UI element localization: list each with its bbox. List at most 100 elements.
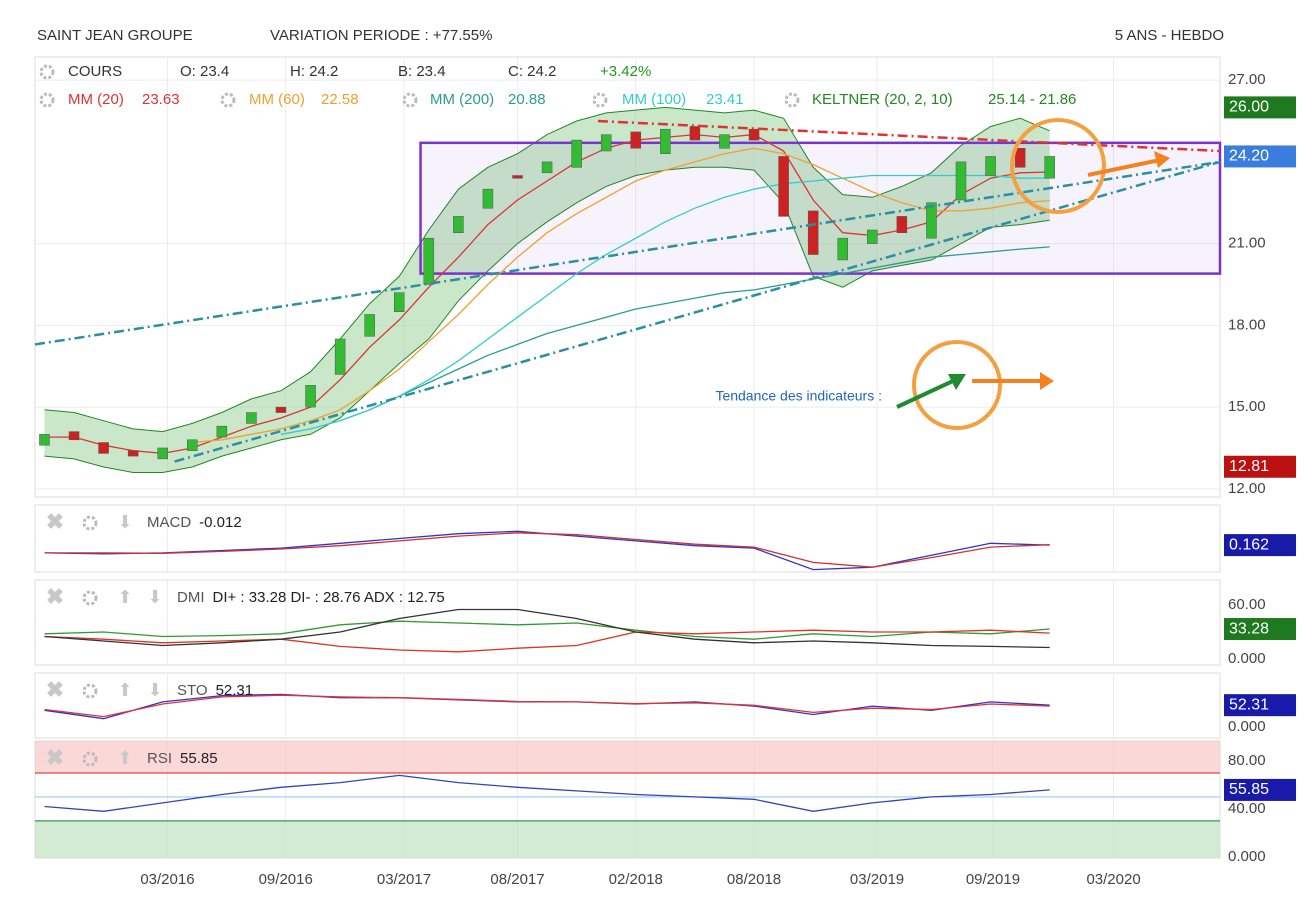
- keltner-lower: [44, 166, 1050, 473]
- legend-value: 23.41: [706, 91, 744, 108]
- y-tick-label: 0.000: [1228, 718, 1266, 735]
- x-tick-label: 03/2019: [850, 871, 904, 888]
- candle: [423, 237, 435, 285]
- y-tick-label: 80.00: [1228, 752, 1266, 769]
- close-icon: ✖: [46, 584, 64, 609]
- candle: [364, 314, 375, 337]
- y-tick-label: 60.00: [1228, 596, 1266, 613]
- candle: [955, 161, 967, 201]
- panel-frame: [34, 672, 1221, 739]
- legend-name: MM (20): [68, 91, 124, 108]
- close-icon: ✖: [46, 677, 64, 702]
- candle: [1014, 148, 1026, 168]
- candle: [127, 450, 139, 457]
- arrow-head: [1154, 151, 1170, 168]
- gear-icon: [82, 683, 98, 699]
- y-tick-label: 12.00: [1228, 480, 1266, 497]
- y-tick-label: 21.00: [1228, 235, 1266, 252]
- legend-name: KELTNER (20, 2, 10): [812, 91, 953, 108]
- decorations: [896, 118, 1170, 430]
- gear-icon: [402, 92, 418, 108]
- ohlc-label: H: 24.2: [290, 63, 338, 80]
- indicator-name: STO: [177, 682, 208, 699]
- period[interactable]: 5 ANS - HEBDO: [1115, 27, 1224, 44]
- candle: [807, 210, 819, 255]
- oversold-zone: [35, 820, 1220, 858]
- x-tick-label: 09/2016: [259, 871, 313, 888]
- value-badge-label: 55.85: [1229, 781, 1269, 798]
- arrow: [896, 378, 956, 409]
- value-badge-label: 52.31: [1229, 696, 1269, 713]
- y-tick-label: 0.000: [1228, 650, 1266, 667]
- value-badge: [1224, 145, 1296, 168]
- arrow-head: [948, 374, 966, 390]
- highlight-circle: [1010, 118, 1106, 214]
- x-tick-label: 03/2016: [140, 871, 194, 888]
- indicator-line: [44, 694, 1050, 718]
- value-badge-label: 33.28: [1229, 620, 1269, 637]
- legend-name: MM (100): [622, 91, 686, 108]
- candle: [896, 216, 908, 233]
- candle: [246, 412, 257, 424]
- candle: [275, 406, 287, 413]
- marks-layer: [34, 64, 1222, 812]
- ohlc-label: O: 23.4: [180, 63, 229, 80]
- value-badge: [1224, 618, 1296, 641]
- value-badge: [1224, 455, 1296, 478]
- value-badge: [1224, 778, 1296, 801]
- moving-average: [192, 147, 1050, 444]
- value-badge-label: 12.81: [1229, 458, 1269, 475]
- candle: [1044, 156, 1055, 179]
- moving-average: [339, 246, 1050, 422]
- indicator-line: [44, 532, 1050, 568]
- candle: [867, 229, 878, 244]
- gear-icon: [592, 92, 608, 108]
- ohlc-label: COURS: [68, 63, 122, 80]
- panel-frame: [34, 579, 1221, 666]
- overbought-zone: [35, 741, 1220, 773]
- close-icon: ✖: [46, 509, 64, 534]
- x-tick-label: 08/2018: [727, 871, 781, 888]
- candle: [837, 237, 848, 261]
- gear-icon: [82, 590, 98, 606]
- y-tick-label: 40.00: [1228, 800, 1266, 817]
- candle: [68, 431, 80, 441]
- candle: [394, 292, 405, 312]
- x-tick-label: 03/2020: [1086, 871, 1140, 888]
- move-icon: ⬇: [117, 512, 132, 532]
- gear-icon: [39, 64, 55, 80]
- indicator-line: [44, 608, 1050, 649]
- gear-icon: [220, 92, 236, 108]
- candle: [926, 202, 937, 239]
- panel-frame: [34, 56, 1221, 498]
- move-icon: ⬆: [117, 587, 132, 607]
- indicator-line: [44, 774, 1050, 812]
- indicator-name: RSI: [147, 750, 172, 767]
- indicator-name: MACD: [147, 514, 191, 531]
- gear-icon: [39, 92, 55, 108]
- panel-frame: [34, 504, 1221, 573]
- legend-value: 23.63: [142, 91, 180, 108]
- value-badge: [1224, 534, 1296, 557]
- ohlc-label: C: 24.2: [508, 63, 556, 80]
- gear-icon: [82, 751, 98, 767]
- candle: [512, 175, 523, 179]
- candle: [689, 126, 701, 141]
- x-tick-label: 03/2017: [377, 871, 431, 888]
- value-badge: [1224, 96, 1296, 119]
- gear-icon: [784, 92, 800, 108]
- move-icon: ⬆: [117, 748, 132, 768]
- indicator-value: 55.85: [180, 750, 218, 767]
- candle: [571, 139, 582, 168]
- gear-icon: [82, 515, 98, 531]
- annotation: Tendance des indicateurs :: [715, 388, 882, 404]
- ohlc-label: B: 23.4: [398, 63, 446, 80]
- y-tick-label: 18.00: [1228, 316, 1266, 333]
- candle: [778, 156, 789, 217]
- ohlc-label: +3.42%: [600, 63, 651, 80]
- grid-layer: [34, 56, 1221, 859]
- candle: [216, 425, 228, 438]
- title: SAINT JEAN GROUPE: [37, 27, 193, 44]
- legend-value: 22.58: [321, 91, 359, 108]
